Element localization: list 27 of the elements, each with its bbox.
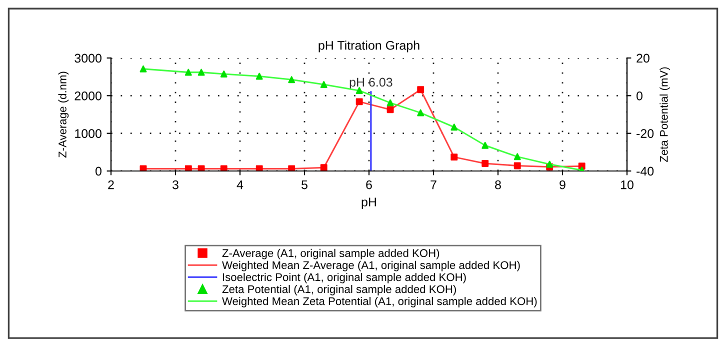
y2-tick-label: -20 bbox=[636, 129, 654, 138]
y2-tick-label: -40 bbox=[636, 166, 654, 176]
x-tick-label: 6 bbox=[366, 180, 372, 190]
x-tick-label: 8 bbox=[495, 180, 501, 190]
legend-label: Weighted Mean Z-Average (A1, original sample added KOH) bbox=[222, 260, 520, 272]
y-tick-label: 2000 bbox=[74, 91, 102, 100]
x-tick-label: 9 bbox=[560, 180, 566, 190]
legend-label: Isoelectric Point (A1, original sample added KOH) bbox=[223, 272, 466, 284]
x-axis-title: pH bbox=[362, 198, 376, 209]
legend-label: Weighted Mean Zeta Potential (A1, original sample added KOH) bbox=[222, 296, 537, 308]
x-tick-label: 10 bbox=[621, 180, 634, 190]
y-tick-label: 3000 bbox=[74, 54, 102, 63]
x-tick-label: 4 bbox=[236, 180, 244, 190]
y-axis-title: Z-Average (d.nm) bbox=[58, 72, 69, 158]
legend-label: Z-Average (A1, original sample added KOH) bbox=[222, 248, 440, 260]
y-tick-label: 0 bbox=[96, 166, 102, 176]
chart-title: pH Titration Graph bbox=[318, 40, 420, 52]
x-tick-label: 5 bbox=[302, 180, 308, 190]
y-tick-label: 1000 bbox=[75, 129, 102, 138]
legend-label: Zeta Potential (A1, original sample added KOH) bbox=[222, 284, 456, 296]
annotation: pH 6.03 bbox=[350, 78, 392, 90]
x-tick-label: 3 bbox=[172, 180, 178, 190]
y2-tick-label: 20 bbox=[636, 54, 650, 63]
y2-axis-title: Zeta Potential (mV) bbox=[660, 67, 670, 162]
x-tick-label: 7 bbox=[430, 180, 436, 190]
y2-tick-label: 0 bbox=[636, 91, 642, 100]
x-tick-label: 2 bbox=[108, 180, 114, 190]
